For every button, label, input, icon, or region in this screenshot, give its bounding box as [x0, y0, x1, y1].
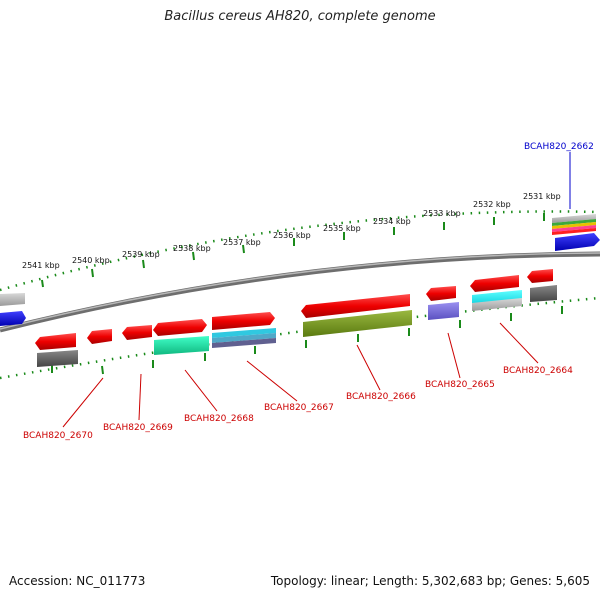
- gene-label: BCAH820_2666: [346, 392, 416, 402]
- kbp-label: 2533 kbp: [423, 209, 461, 218]
- gene-labels: BCAH820_2662 BCAH820_2664 BCAH820_2665 B…: [23, 142, 594, 441]
- gene-feature: [35, 333, 76, 350]
- kbp-label: 2536 kbp: [273, 231, 311, 240]
- gene-feature: [122, 325, 152, 340]
- gene-feature: [470, 275, 519, 292]
- gene-feature: [154, 336, 209, 355]
- gene-feature: [555, 233, 600, 251]
- gene-feature: [301, 294, 410, 318]
- inner-major-ticks: [51, 306, 563, 375]
- gene-feature: [552, 219, 596, 226]
- gene-feature: [212, 328, 276, 338]
- gene-label: BCAH820_2670: [23, 431, 93, 441]
- kbp-label: 2540 kbp: [72, 256, 110, 265]
- gene-feature: [153, 319, 207, 336]
- kbp-label: 2539 kbp: [122, 250, 160, 259]
- gene-feature: [552, 225, 596, 232]
- callout-lines: [62, 152, 571, 428]
- gene-feature: [212, 333, 276, 343]
- kbp-label: 2534 kbp: [373, 217, 411, 226]
- accession-text: Accession: NC_011773: [9, 574, 146, 588]
- gene-feature: [0, 311, 26, 326]
- gene-feature: [552, 228, 596, 235]
- gene-feature: [552, 222, 596, 229]
- gene-feature: [552, 214, 596, 223]
- kbp-label: 2541 kbp: [22, 261, 60, 270]
- gene-feature: [303, 310, 412, 337]
- genome-summary-text: Topology: linear; Length: 5,302,683 bp; …: [270, 574, 590, 588]
- genome-backbone: [0, 251, 600, 333]
- gene-feature: [212, 338, 276, 348]
- gene-feature: [428, 302, 459, 320]
- gene-feature: [530, 285, 557, 302]
- gene-feature: [212, 312, 275, 330]
- gene-feature: [0, 293, 25, 306]
- kbp-label: 2538 kbp: [173, 244, 211, 253]
- gene-label: BCAH820_2665: [425, 380, 495, 390]
- gene-label: BCAH820_2662: [524, 142, 594, 152]
- gene-feature: [37, 350, 78, 367]
- kbp-label: 2531 kbp: [523, 192, 561, 201]
- gene-label: BCAH820_2664: [503, 366, 573, 376]
- gene-features: [0, 214, 600, 367]
- kbp-label: 2537 kbp: [223, 238, 261, 247]
- gene-feature: [527, 269, 553, 283]
- outer-major-ticks: [41, 213, 545, 288]
- gene-feature: [472, 298, 522, 311]
- gene-label: BCAH820_2668: [184, 414, 254, 424]
- gene-feature: [426, 286, 456, 301]
- gene-label: BCAH820_2669: [103, 423, 173, 433]
- map-title: Bacillus cereus AH820, complete genome: [164, 9, 436, 24]
- kbp-label: 2535 kbp: [323, 224, 361, 233]
- gene-feature: [87, 329, 112, 344]
- kbp-labels: 2541 kbp 2540 kbp 2539 kbp 2538 kbp 2537…: [22, 192, 561, 270]
- gene-label: BCAH820_2667: [264, 403, 334, 413]
- kbp-label: 2532 kbp: [473, 200, 511, 209]
